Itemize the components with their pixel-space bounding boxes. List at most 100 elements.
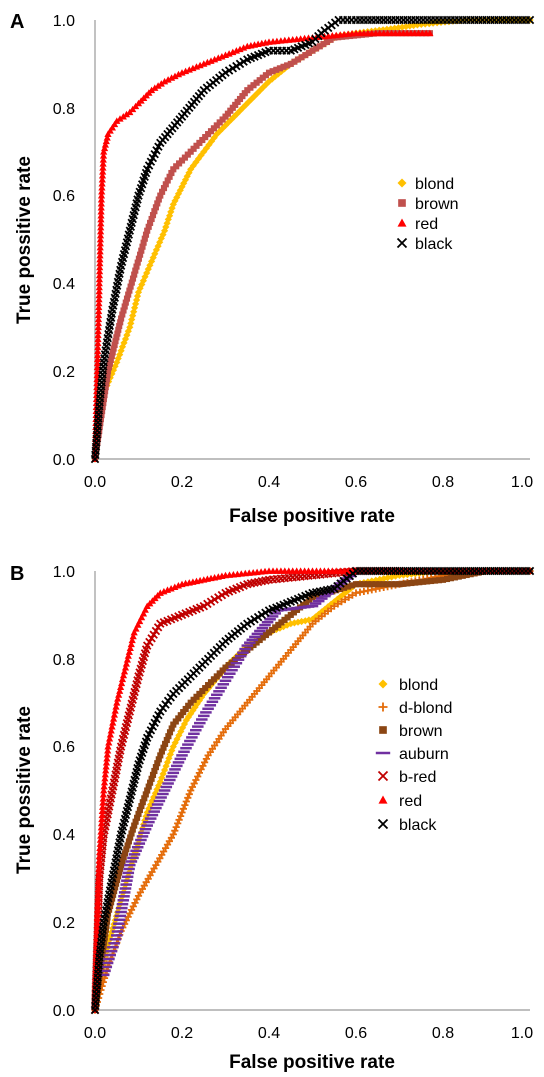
data-point (94, 902, 102, 909)
data-point (469, 16, 477, 24)
data-point (136, 284, 144, 292)
data-point (155, 756, 162, 763)
data-point (157, 80, 165, 87)
data-point (384, 581, 391, 588)
data-point (94, 351, 102, 359)
data-point (473, 16, 481, 24)
legend-marker (398, 199, 406, 207)
legend-item: red (397, 216, 438, 233)
data-point (256, 636, 263, 644)
data-point (97, 212, 105, 219)
data-point (138, 280, 146, 289)
data-point (376, 581, 383, 588)
data-point (96, 255, 104, 263)
data-point (124, 652, 132, 659)
data-point (94, 898, 102, 905)
data-point (265, 629, 273, 636)
data-point (210, 134, 218, 142)
data-point (461, 16, 469, 24)
data-point (219, 124, 227, 132)
data-point (108, 353, 115, 360)
data-point (112, 884, 119, 891)
data-point (305, 49, 312, 56)
data-point (320, 41, 327, 48)
x-tick-labels: 0.0 0.2 0.4 0.6 0.8 1.0 (84, 474, 533, 491)
data-point (104, 747, 112, 754)
legend-label: b-red (399, 769, 436, 786)
data-point (94, 335, 102, 343)
data-point (98, 180, 106, 187)
data-point (424, 578, 431, 585)
data-point (352, 581, 360, 588)
data-point (176, 186, 184, 194)
data-point (98, 172, 107, 179)
y-axis-title: True possitive rate (14, 156, 35, 324)
data-point (242, 101, 250, 109)
data-point (142, 791, 149, 798)
data-point (182, 705, 189, 713)
data-point (99, 164, 107, 171)
data-point (95, 873, 103, 880)
data-point (170, 721, 177, 728)
data-point (265, 69, 273, 76)
data-point (96, 844, 104, 851)
data-point (102, 766, 110, 774)
data-point (391, 24, 399, 32)
data-point (253, 79, 260, 86)
data-point (122, 660, 130, 667)
data-point (157, 752, 164, 759)
x-tick-label: 0.0 (84, 474, 106, 491)
data-point (256, 77, 263, 84)
data-point (128, 315, 136, 324)
data-point (142, 231, 150, 238)
data-point (368, 581, 375, 588)
data-point (104, 368, 112, 375)
data-point (392, 581, 399, 588)
data-point (271, 72, 279, 80)
data-point (168, 204, 176, 212)
data-point (118, 862, 125, 869)
data-point (123, 295, 131, 302)
data-point (396, 581, 403, 588)
series-black (90, 15, 535, 464)
data-point (145, 223, 152, 230)
chart-panel-a: A 0.0 0.2 0.4 0.6 0.8 1.0 0.0 0.2 0.4 0.… (10, 11, 535, 527)
data-point (100, 942, 107, 949)
legend-item: red (378, 793, 422, 810)
series-black (90, 566, 535, 1015)
data-point (345, 583, 352, 590)
data-point (139, 799, 146, 806)
data-point (119, 311, 126, 318)
data-point (525, 566, 535, 576)
data-point (146, 261, 154, 269)
data-point (269, 68, 276, 75)
data-point (428, 577, 435, 585)
data-point (171, 197, 179, 205)
data-point (164, 76, 172, 83)
data-point (383, 25, 391, 33)
data-point (100, 946, 107, 953)
y-tick-label: 1.0 (53, 564, 75, 581)
data-point (92, 970, 100, 977)
data-point (94, 877, 103, 884)
data-point (135, 810, 142, 817)
data-point (128, 830, 135, 837)
legend-marker (397, 178, 407, 188)
data-point (103, 134, 111, 141)
data-point (348, 582, 356, 589)
data-point (327, 36, 334, 43)
data-point (113, 880, 120, 887)
data-point (129, 275, 137, 282)
data-point (106, 360, 113, 367)
data-point (262, 631, 269, 639)
y-tick-label: 0.2 (53, 364, 75, 381)
data-point (107, 356, 114, 363)
data-point (96, 259, 104, 267)
data-point (137, 251, 144, 258)
data-point (179, 805, 187, 813)
data-point (152, 764, 159, 771)
data-point (280, 63, 287, 70)
data-point (273, 66, 280, 73)
data-point (129, 826, 136, 833)
